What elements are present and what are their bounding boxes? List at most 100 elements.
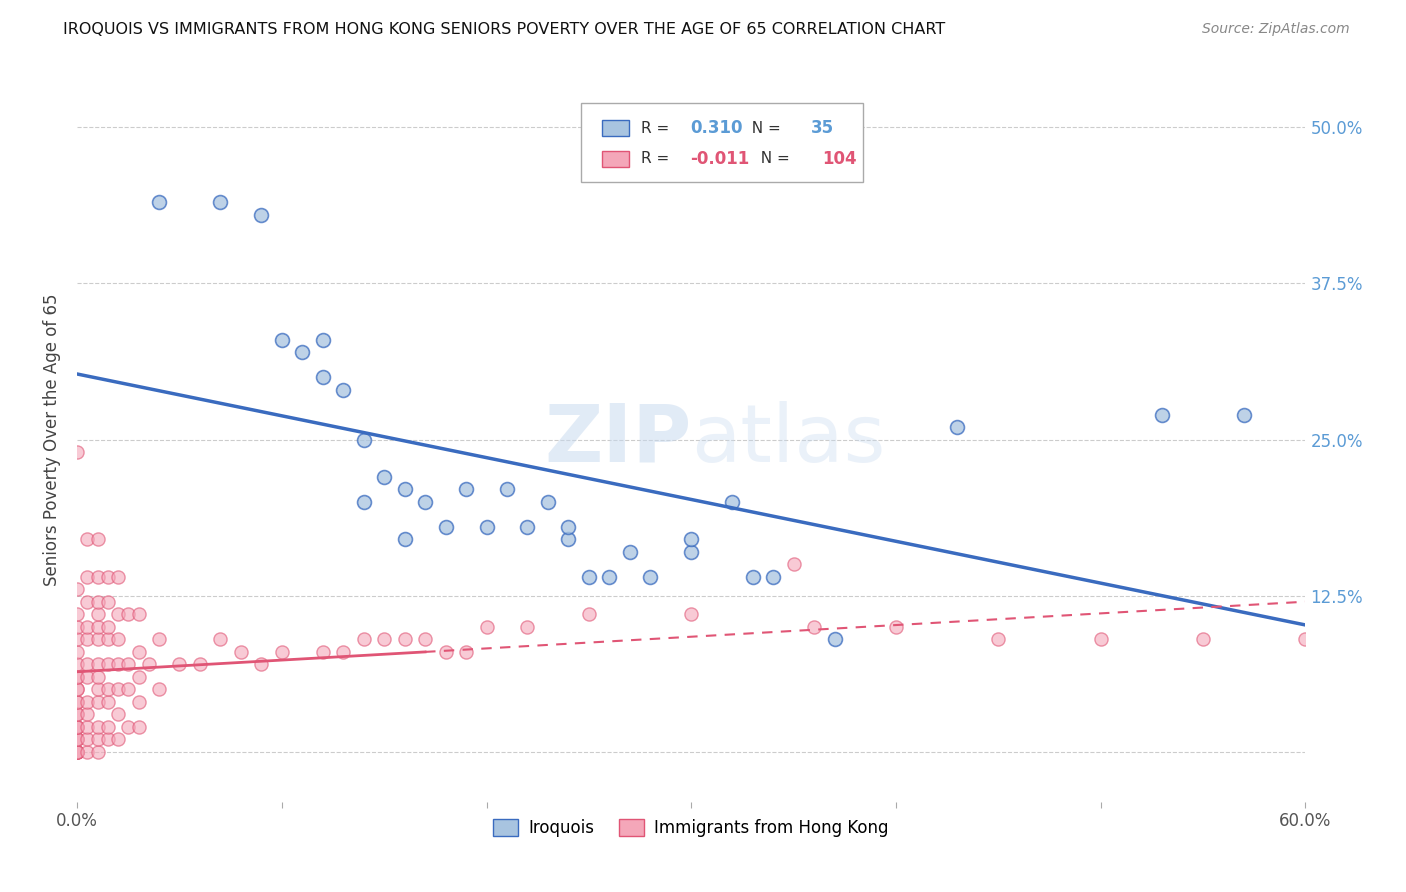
- Point: [353, 433, 375, 447]
- Text: ZIP: ZIP: [544, 401, 692, 478]
- Point: [413, 632, 436, 647]
- Point: [66, 707, 89, 722]
- Point: [66, 445, 89, 459]
- Point: [66, 620, 89, 634]
- Point: [640, 570, 662, 584]
- Point: [97, 682, 120, 697]
- Point: [516, 520, 538, 534]
- Point: [332, 383, 354, 397]
- Point: [148, 682, 170, 697]
- Text: R =: R =: [641, 120, 673, 136]
- Point: [537, 495, 560, 509]
- Y-axis label: Seniors Poverty Over the Age of 65: Seniors Poverty Over the Age of 65: [44, 293, 60, 586]
- Point: [86, 570, 108, 584]
- Point: [475, 620, 498, 634]
- Point: [97, 657, 120, 672]
- Point: [76, 720, 98, 734]
- Point: [97, 595, 120, 609]
- Point: [312, 645, 335, 659]
- Point: [741, 570, 763, 584]
- Point: [97, 570, 120, 584]
- Point: [496, 483, 519, 497]
- Text: -0.011: -0.011: [690, 150, 749, 168]
- Point: [97, 620, 120, 634]
- Point: [229, 645, 252, 659]
- Point: [394, 632, 416, 647]
- Point: [66, 745, 89, 759]
- Point: [66, 745, 89, 759]
- Point: [394, 483, 416, 497]
- Point: [353, 632, 375, 647]
- Point: [76, 533, 98, 547]
- Text: N =: N =: [741, 120, 785, 136]
- Point: [117, 682, 139, 697]
- Point: [803, 620, 825, 634]
- Point: [762, 570, 785, 584]
- FancyBboxPatch shape: [581, 103, 863, 183]
- Point: [86, 632, 108, 647]
- Text: IROQUOIS VS IMMIGRANTS FROM HONG KONG SENIORS POVERTY OVER THE AGE OF 65 CORRELA: IROQUOIS VS IMMIGRANTS FROM HONG KONG SE…: [63, 22, 945, 37]
- Point: [66, 732, 89, 747]
- Point: [1233, 408, 1256, 422]
- Text: R =: R =: [641, 151, 673, 166]
- Point: [107, 732, 129, 747]
- Point: [270, 645, 292, 659]
- Point: [454, 645, 477, 659]
- Point: [250, 657, 273, 672]
- Point: [782, 558, 804, 572]
- Point: [86, 533, 108, 547]
- Point: [66, 732, 89, 747]
- Legend: Iroquois, Immigrants from Hong Kong: Iroquois, Immigrants from Hong Kong: [486, 813, 896, 844]
- Text: 0.310: 0.310: [690, 120, 742, 137]
- Point: [66, 682, 89, 697]
- Point: [169, 657, 191, 672]
- Point: [97, 732, 120, 747]
- Text: 104: 104: [823, 150, 858, 168]
- Point: [107, 570, 129, 584]
- Point: [117, 720, 139, 734]
- Point: [66, 695, 89, 709]
- Point: [128, 645, 150, 659]
- Point: [148, 195, 170, 210]
- Point: [76, 670, 98, 684]
- Point: [66, 632, 89, 647]
- Point: [66, 582, 89, 597]
- Point: [66, 670, 89, 684]
- Point: [209, 195, 232, 210]
- Point: [76, 632, 98, 647]
- Point: [86, 595, 108, 609]
- Point: [107, 632, 129, 647]
- Point: [66, 720, 89, 734]
- Point: [681, 607, 703, 622]
- Point: [578, 570, 600, 584]
- Point: [76, 707, 98, 722]
- Point: [128, 720, 150, 734]
- Point: [66, 720, 89, 734]
- Bar: [602, 120, 628, 136]
- Point: [434, 645, 457, 659]
- Point: [434, 520, 457, 534]
- Point: [1192, 632, 1215, 647]
- Point: [394, 533, 416, 547]
- Point: [107, 682, 129, 697]
- Point: [66, 607, 89, 622]
- Point: [373, 632, 395, 647]
- Point: [86, 670, 108, 684]
- Point: [312, 333, 335, 347]
- Point: [128, 607, 150, 622]
- Point: [138, 657, 160, 672]
- Point: [128, 670, 150, 684]
- Point: [117, 607, 139, 622]
- Point: [107, 707, 129, 722]
- Point: [987, 632, 1010, 647]
- Point: [681, 545, 703, 559]
- Point: [557, 520, 579, 534]
- Point: [76, 695, 98, 709]
- Point: [681, 533, 703, 547]
- Point: [76, 745, 98, 759]
- Point: [86, 620, 108, 634]
- Point: [413, 495, 436, 509]
- Point: [721, 495, 744, 509]
- Point: [76, 595, 98, 609]
- Point: [1090, 632, 1112, 647]
